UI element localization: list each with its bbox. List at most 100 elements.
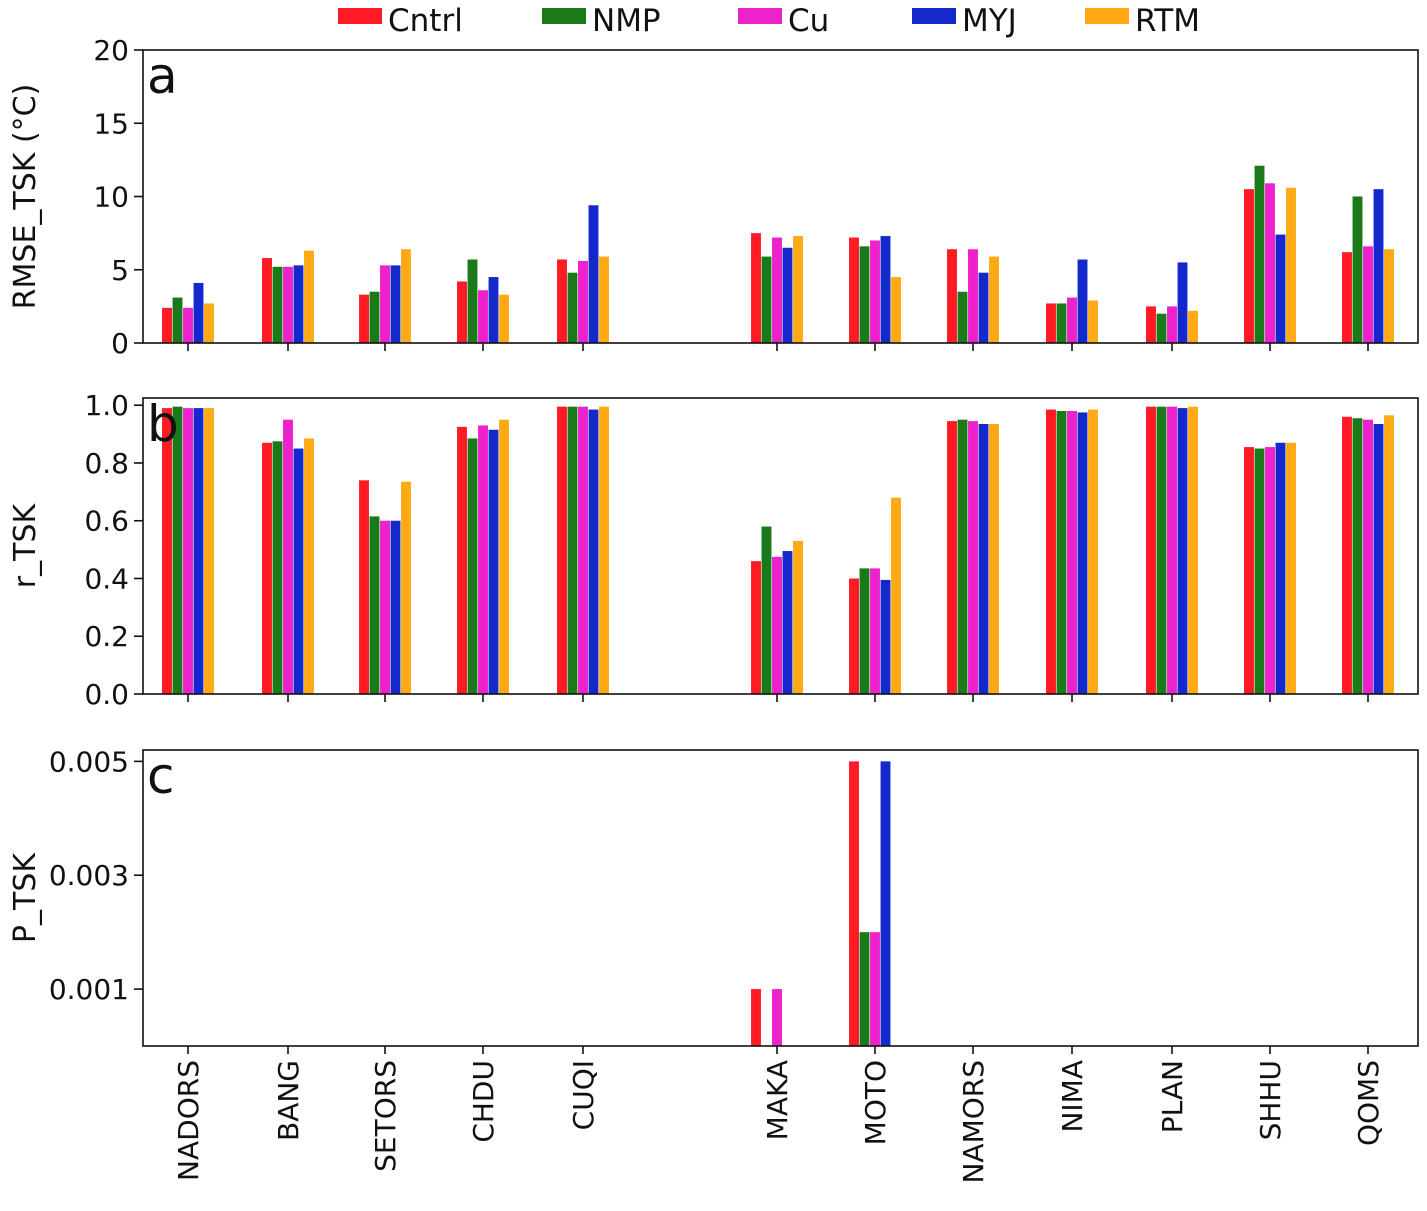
bar-a-cuqi-rtm xyxy=(599,256,609,343)
bar-b-shhu-rtm xyxy=(1286,442,1296,694)
legend-entry-cu: Cu xyxy=(738,3,829,39)
xtick-label-namors: NAMORS xyxy=(957,1060,990,1184)
bar-a-moto-nmp xyxy=(859,246,870,343)
bar-a-chdu-rtm xyxy=(499,294,509,343)
bar-a-maka-cu xyxy=(772,237,782,343)
panel-b-letter: b xyxy=(147,395,179,453)
legend-label-myj: MYJ xyxy=(962,3,1017,39)
bar-a-moto-cu xyxy=(870,240,880,343)
bar-b-plan-rtm xyxy=(1188,406,1198,694)
bar-c-moto-cu xyxy=(870,932,880,1046)
bar-b-cuqi-rtm xyxy=(599,406,609,694)
bar-b-qoms-cntrl xyxy=(1342,416,1352,694)
panel-a-ytick-label: 10 xyxy=(93,181,129,214)
bar-b-nadors-myj xyxy=(193,408,204,694)
bar-b-cuqi-cu xyxy=(578,406,588,694)
bar-b-chdu-cntrl xyxy=(457,426,467,694)
bar-a-shhu-myj xyxy=(1275,234,1286,343)
chart-legend: Cntrl NMP Cu MYJ RTM xyxy=(338,3,1200,39)
legend-swatch-cu xyxy=(738,8,782,24)
bar-b-plan-cntrl xyxy=(1146,406,1156,694)
bar-b-namors-cu xyxy=(968,421,978,694)
panel-a-ylabel: RMSE_TSK (°C) xyxy=(8,84,43,310)
bar-b-moto-cntrl xyxy=(849,578,859,694)
xtick-label-bang: BANG xyxy=(272,1060,305,1141)
bar-b-chdu-nmp xyxy=(467,438,478,694)
legend-label-nmp: NMP xyxy=(592,3,661,39)
xtick-label-nima: NIMA xyxy=(1056,1060,1089,1133)
bar-b-moto-nmp xyxy=(859,568,870,694)
xtick-label-cuqi: CUQI xyxy=(567,1060,600,1130)
bar-b-nima-cntrl xyxy=(1046,409,1056,694)
bar-a-moto-cntrl xyxy=(849,237,859,343)
bar-b-maka-cntrl xyxy=(751,561,761,694)
panel-c: 0.001 0.003 0.005 P_TSK c xyxy=(8,745,1419,1054)
bar-b-setors-cntrl xyxy=(359,480,369,694)
bar-b-bang-cntrl xyxy=(262,442,272,694)
bar-a-bang-cu xyxy=(283,266,293,343)
bar-a-setors-cu xyxy=(380,265,390,343)
panel-a: 0 5 10 15 20 RMSE_TSK (°C) a xyxy=(8,34,1419,360)
bar-b-bang-myj xyxy=(293,448,304,694)
bar-b-nadors-cntrl xyxy=(162,408,172,694)
bar-a-maka-myj xyxy=(782,247,793,343)
bar-a-chdu-cntrl xyxy=(457,281,467,343)
xtick-label-nadors: NADORS xyxy=(172,1060,205,1181)
bar-a-nima-rtm xyxy=(1088,300,1098,343)
bar-a-setors-myj xyxy=(390,265,401,343)
bar-b-cuqi-nmp xyxy=(567,406,578,694)
bar-a-moto-myj xyxy=(880,236,891,343)
bar-a-plan-rtm xyxy=(1188,310,1198,343)
bar-a-nadors-cntrl xyxy=(162,307,172,343)
bar-a-nima-cu xyxy=(1067,297,1077,343)
legend-entry-myj: MYJ xyxy=(912,3,1017,39)
bar-b-setors-cu xyxy=(380,520,390,694)
bar-a-plan-cntrl xyxy=(1146,306,1156,344)
bar-b-plan-nmp xyxy=(1156,406,1167,694)
xtick-label-setors: SETORS xyxy=(369,1060,402,1172)
bar-a-namors-myj xyxy=(978,272,989,343)
bar-c-moto-cntrl xyxy=(849,761,859,1046)
bar-a-cuqi-myj xyxy=(588,205,599,343)
bar-b-setors-rtm xyxy=(401,481,411,694)
panel-b-ytick-label: 0.6 xyxy=(84,505,129,538)
xtick-label-shhu: SHHU xyxy=(1254,1060,1287,1140)
bar-a-setors-nmp xyxy=(369,291,380,343)
bar-b-nadors-nmp xyxy=(172,406,183,694)
panel-b-ytick-label: 0.8 xyxy=(84,447,129,480)
panel-a-ytick-label: 0 xyxy=(111,327,129,360)
bar-b-namors-myj xyxy=(978,423,989,694)
bar-b-bang-rtm xyxy=(304,438,314,694)
bar-a-moto-rtm xyxy=(891,277,901,343)
bar-a-nima-cntrl xyxy=(1046,303,1056,343)
legend-label-rtm: RTM xyxy=(1135,3,1200,39)
xtick-label-qoms: QOMS xyxy=(1352,1060,1385,1146)
bar-a-qoms-myj xyxy=(1373,189,1384,343)
bar-c-maka-cu xyxy=(772,989,782,1046)
bar-a-shhu-nmp xyxy=(1254,165,1265,343)
bar-b-nadors-rtm xyxy=(204,408,214,694)
bar-a-plan-nmp xyxy=(1156,313,1167,343)
bar-a-qoms-cntrl xyxy=(1342,252,1352,343)
bar-a-setors-rtm xyxy=(401,249,411,343)
panel-b-ylabel: r_TSK xyxy=(8,502,43,588)
bar-a-maka-cntrl xyxy=(751,233,761,344)
bar-b-nima-cu xyxy=(1067,411,1077,694)
bar-b-shhu-nmp xyxy=(1254,448,1265,694)
x-axis-category-labels: NADORS BANG SETORS CHDU CUQI MAKA MOTO NAMORS NI… xyxy=(172,1060,1385,1184)
panel-a-ytick-label: 5 xyxy=(111,254,129,287)
bar-b-chdu-myj xyxy=(488,429,499,694)
bar-a-maka-nmp xyxy=(761,256,772,343)
bar-b-setors-myj xyxy=(390,520,401,694)
xtick-label-moto: MOTO xyxy=(859,1060,892,1145)
bar-a-namors-nmp xyxy=(957,291,968,343)
bar-a-chdu-myj xyxy=(488,277,499,343)
bar-b-maka-rtm xyxy=(793,540,803,694)
legend-label-cntrl: Cntrl xyxy=(388,3,463,39)
bar-a-cuqi-cntrl xyxy=(557,259,567,343)
bar-c-maka-cntrl xyxy=(751,989,761,1046)
bar-a-nima-myj xyxy=(1077,259,1088,343)
bar-a-namors-cu xyxy=(968,249,978,343)
bar-b-qoms-myj xyxy=(1373,423,1384,694)
